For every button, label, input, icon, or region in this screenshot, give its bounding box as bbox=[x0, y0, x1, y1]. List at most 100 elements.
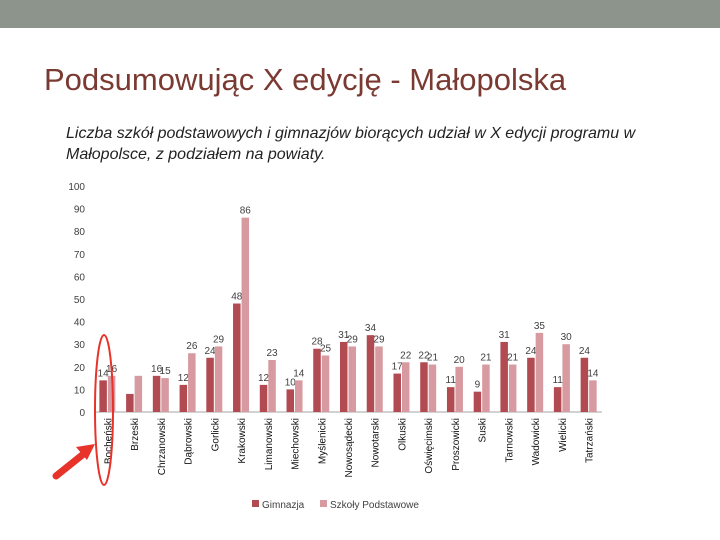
y-tick-label: 80 bbox=[74, 227, 86, 238]
data-label: 9 bbox=[475, 380, 481, 391]
bar-gimnazja bbox=[553, 387, 562, 412]
slide-title: Podsumowując X edycję - Małopolska bbox=[44, 62, 567, 97]
category-label: Oświęcimski bbox=[424, 418, 435, 474]
data-label: 24 bbox=[205, 346, 217, 357]
y-tick-label: 60 bbox=[74, 272, 86, 283]
y-tick-label: 10 bbox=[74, 385, 86, 396]
data-label: 24 bbox=[525, 346, 537, 357]
bar-gimnazja bbox=[500, 341, 508, 412]
bar-podstawowe bbox=[295, 380, 303, 412]
bar-podstawowe bbox=[589, 380, 597, 412]
category-label: Nowotarski bbox=[371, 418, 382, 467]
category-label: Myślenicki bbox=[317, 418, 328, 464]
legend-swatch-gimnazja bbox=[252, 500, 259, 507]
legend-label-podstawowe: Szkoły Podstawowe bbox=[330, 500, 419, 511]
data-label: 20 bbox=[454, 355, 466, 366]
data-label: 21 bbox=[427, 353, 439, 364]
legend-label-gimnazja: Gimnazja bbox=[262, 500, 305, 511]
bar-gimnazja bbox=[580, 357, 589, 412]
category-label: Brzeski bbox=[130, 418, 141, 451]
data-label: 17 bbox=[392, 362, 404, 373]
legend-swatch-podstawowe bbox=[320, 500, 327, 507]
bar-podstawowe bbox=[375, 346, 383, 412]
data-label: 16 bbox=[151, 364, 163, 375]
bar-podstawowe bbox=[562, 344, 570, 412]
bar-podstawowe bbox=[428, 364, 437, 412]
data-label: 48 bbox=[231, 292, 243, 303]
category-label: Krakowski bbox=[237, 418, 248, 464]
bar-gimnazja bbox=[313, 348, 321, 412]
y-tick-label: 30 bbox=[74, 340, 86, 351]
data-label: 28 bbox=[311, 337, 323, 348]
y-tick-label: 50 bbox=[74, 295, 86, 306]
data-label: 24 bbox=[579, 346, 591, 357]
bar-podstawowe bbox=[455, 366, 463, 412]
data-label: 25 bbox=[320, 344, 332, 355]
category-label: Olkuski bbox=[397, 418, 408, 451]
bar-podstawowe bbox=[535, 332, 544, 412]
data-label: 22 bbox=[418, 350, 430, 361]
data-label: 10 bbox=[285, 377, 297, 388]
data-label: 30 bbox=[561, 332, 573, 343]
data-label: 86 bbox=[240, 206, 252, 217]
data-label: 29 bbox=[373, 334, 385, 345]
bar-podstawowe bbox=[268, 360, 276, 412]
bar-gimnazja bbox=[286, 389, 295, 412]
bar-gimnazja bbox=[99, 380, 107, 412]
bar-podstawowe bbox=[107, 375, 116, 412]
bar-podstawowe bbox=[508, 364, 517, 412]
data-label: 31 bbox=[338, 330, 350, 341]
bar-gimnazja bbox=[473, 391, 482, 412]
data-label: 31 bbox=[499, 330, 511, 341]
data-label: 12 bbox=[178, 373, 190, 384]
category-label: Tatrzański bbox=[585, 418, 596, 463]
data-label: 29 bbox=[213, 334, 225, 345]
data-label: 12 bbox=[258, 373, 270, 384]
bar-gimnazja bbox=[527, 357, 535, 412]
category-label: Nowosądecki bbox=[344, 418, 355, 477]
highlight-arrow-head bbox=[76, 444, 95, 460]
category-label: Gorlicki bbox=[210, 418, 221, 451]
bar-podstawowe bbox=[241, 217, 250, 412]
category-label: Wielicki bbox=[558, 418, 569, 452]
bar-podstawowe bbox=[188, 353, 196, 412]
bar-gimnazja bbox=[259, 384, 268, 412]
bar-podstawowe bbox=[321, 355, 330, 412]
category-label: Tarnowski bbox=[504, 418, 515, 462]
bar-gimnazja bbox=[206, 357, 214, 412]
bar-gimnazja bbox=[446, 387, 455, 412]
bar-gimnazja bbox=[233, 303, 241, 412]
bar-podstawowe bbox=[134, 375, 143, 412]
bar-gimnazja bbox=[366, 335, 375, 412]
category-label: Bocheński bbox=[103, 418, 114, 464]
data-label: 11 bbox=[552, 375, 563, 386]
data-label: 34 bbox=[365, 323, 377, 334]
y-tick-label: 20 bbox=[74, 363, 86, 374]
data-label: 35 bbox=[534, 321, 546, 332]
y-tick-label: 70 bbox=[74, 250, 86, 261]
category-label: Limanowski bbox=[264, 418, 275, 470]
y-tick-label: 40 bbox=[74, 318, 86, 329]
data-label: 23 bbox=[266, 348, 278, 359]
data-label: 21 bbox=[507, 353, 519, 364]
y-tick-label: 90 bbox=[74, 205, 86, 216]
data-label: 11 bbox=[446, 375, 457, 386]
data-label: 21 bbox=[480, 353, 492, 364]
bar-gimnazja bbox=[152, 375, 161, 412]
slide-subtitle: Liczba szkół podstawowych i gimnazjów bi… bbox=[66, 125, 636, 163]
bar-podstawowe bbox=[401, 362, 410, 412]
bar-gimnazja bbox=[420, 362, 428, 412]
category-label: Dąbrowski bbox=[184, 418, 195, 465]
top-band bbox=[0, 0, 720, 28]
category-label: Miechowski bbox=[291, 418, 302, 470]
highlight-arrow-shaft bbox=[52, 448, 90, 480]
data-label: 14 bbox=[587, 368, 599, 379]
category-label: Chrzanowski bbox=[157, 418, 168, 475]
data-label: 14 bbox=[98, 368, 110, 379]
bar-gimnazja bbox=[393, 373, 401, 412]
highlight-oval bbox=[94, 334, 114, 486]
bar-gimnazja bbox=[340, 341, 348, 412]
bar-podstawowe bbox=[161, 378, 169, 412]
y-tick-label: 100 bbox=[68, 182, 85, 193]
